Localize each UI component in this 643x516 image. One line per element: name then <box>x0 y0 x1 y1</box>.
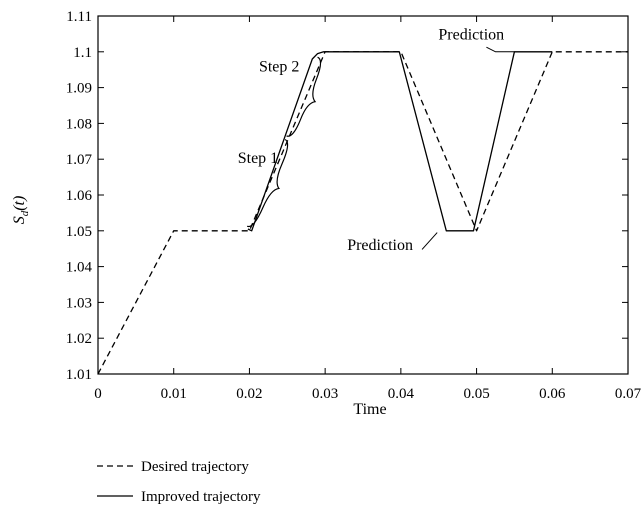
y-tick-label: 1.07 <box>66 152 93 168</box>
x-axis-title: Time <box>353 401 386 418</box>
y-tick-label: 1.08 <box>66 116 92 132</box>
prediction-leader-bottom <box>421 232 438 250</box>
y-tick-labels: 1.011.021.031.041.051.061.071.081.091.11… <box>66 9 93 383</box>
y-tick-label: 1.06 <box>66 188 93 204</box>
x-tick-label: 0.03 <box>312 386 338 402</box>
y-tick-label: 1.1 <box>73 45 92 61</box>
x-tick-label: 0.04 <box>388 386 415 402</box>
annotation-label: Prediction <box>347 237 413 254</box>
annotation-label: Step 1 <box>238 150 278 167</box>
y-tick-label: 1.01 <box>66 367 92 383</box>
y-tick-label: 1.05 <box>66 224 92 240</box>
series-line-improved <box>247 51 553 232</box>
y-tick-label: 1.03 <box>66 295 92 311</box>
y-tick-label: 1.04 <box>66 260 93 276</box>
annotation-label: Step 2 <box>259 58 299 75</box>
y-tick-label: 1.11 <box>66 9 92 25</box>
legend-label-desired: Desired trajectory <box>141 459 249 475</box>
y-axis-title: Sd(t) <box>11 196 31 225</box>
y-tick-label: 1.09 <box>66 81 92 97</box>
x-tick-labels: 0 0.01 0.02 0.03 0.04 0.05 0.06 0.07 <box>94 386 641 402</box>
step-brace <box>246 138 289 228</box>
x-tick-label: 0.02 <box>236 386 262 402</box>
plot-frame <box>97 15 629 375</box>
y-tick-label: 1.02 <box>66 331 92 347</box>
legend-label-improved: Improved trajectory <box>141 489 261 505</box>
x-tick-label: 0.05 <box>463 386 489 402</box>
annotations: Step 2 Step 1 Prediction Prediction <box>238 26 515 254</box>
x-tick-label: 0.06 <box>539 386 566 402</box>
prediction-leader-top <box>486 46 515 53</box>
step-brace <box>286 56 322 137</box>
axis-ticks <box>97 15 629 375</box>
plot-area <box>97 15 629 375</box>
series-line-desired <box>97 51 628 375</box>
x-tick-label: 0 <box>94 386 102 402</box>
x-tick-label: 0.01 <box>161 386 187 402</box>
x-tick-label: 0.07 <box>615 386 642 402</box>
annotation-label: Prediction <box>438 26 504 43</box>
legend: Desired trajectory Improved trajectory <box>97 459 261 505</box>
